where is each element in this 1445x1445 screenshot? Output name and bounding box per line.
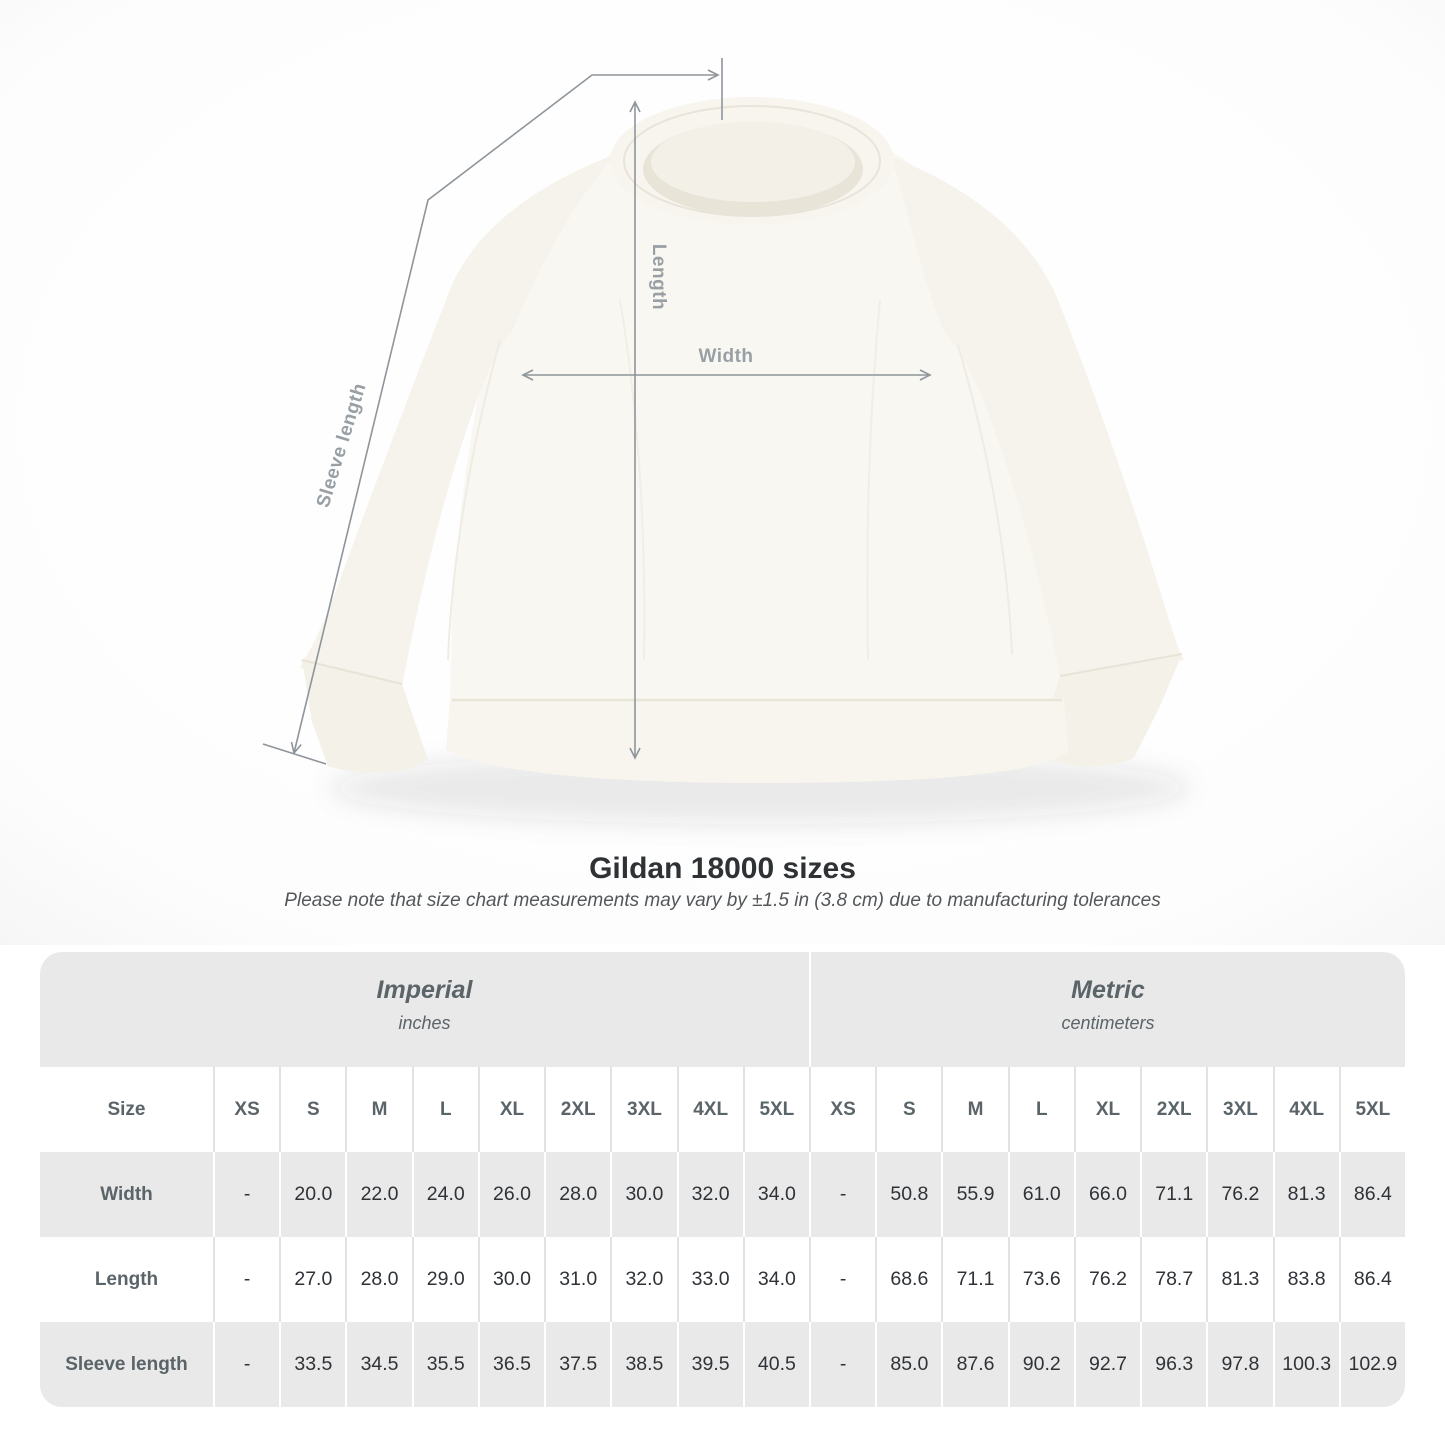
metric-value-cell: 85.0: [875, 1322, 942, 1407]
imperial-group-title: Imperial: [376, 975, 473, 1004]
imperial-size-header: L: [411, 1067, 478, 1152]
imperial-value-cell: 32.0: [610, 1237, 677, 1322]
imperial-value-cell: 31.0: [544, 1237, 611, 1322]
metric-value-cell: 86.4: [1338, 1152, 1405, 1237]
tolerance-note: Please note that size chart measurements…: [284, 890, 1161, 911]
metric-size-header: 2XL: [1140, 1067, 1207, 1152]
imperial-size-header: XS: [213, 1067, 280, 1152]
metric-value-cell: 102.9: [1338, 1322, 1405, 1407]
metric-value-cell: 83.8: [1272, 1237, 1339, 1322]
metric-value-cell: -: [808, 1152, 876, 1237]
metric-value-cell: 71.1: [941, 1237, 1008, 1322]
metric-value-cell: 87.6: [941, 1322, 1008, 1407]
metric-value-cell: 71.1: [1140, 1152, 1207, 1237]
imperial-value-cell: 34.0: [742, 1152, 809, 1237]
imperial-value-cell: 29.0: [411, 1237, 478, 1322]
imperial-value-cell: 40.5: [742, 1322, 809, 1407]
metric-value-cell: 92.7: [1073, 1322, 1141, 1407]
metric-value-cell: 90.2: [1007, 1322, 1074, 1407]
row-label: Length: [40, 1237, 213, 1322]
waistband: [446, 698, 1068, 783]
imperial-value-cell: 30.0: [610, 1152, 677, 1237]
metric-value-cell: 76.2: [1206, 1152, 1273, 1237]
cuff-tick-line: [262, 743, 327, 765]
metric-value-cell: 96.3: [1140, 1322, 1207, 1407]
imperial-value-cell: 33.5: [279, 1322, 346, 1407]
imperial-value-cell: 27.0: [279, 1237, 346, 1322]
metric-size-header: L: [1007, 1067, 1074, 1152]
imperial-value-cell: 34.0: [742, 1237, 809, 1322]
metric-size-header: 3XL: [1206, 1067, 1273, 1152]
metric-group-header: Metric centimeters: [808, 952, 1405, 1067]
metric-size-header: 5XL: [1338, 1067, 1405, 1152]
imperial-value-cell: 34.5: [345, 1322, 412, 1407]
right-cuff: [1036, 654, 1182, 767]
width-measure-label: Width: [698, 346, 753, 367]
row-label: Sleeve length: [40, 1322, 213, 1407]
imperial-size-header: 5XL: [742, 1067, 809, 1152]
metric-size-header: S: [875, 1067, 942, 1152]
row-label: Width: [40, 1152, 213, 1237]
imperial-value-cell: 20.0: [279, 1152, 346, 1237]
imperial-size-header: M: [345, 1067, 412, 1152]
size-column-header: Size: [40, 1067, 213, 1152]
metric-value-cell: 73.6: [1007, 1237, 1074, 1322]
metric-value-cell: 55.9: [941, 1152, 1008, 1237]
imperial-value-cell: 33.0: [676, 1237, 743, 1322]
metric-value-cell: -: [808, 1237, 876, 1322]
imperial-value-cell: -: [213, 1322, 280, 1407]
imperial-value-cell: 39.5: [676, 1322, 743, 1407]
metric-group-unit: centimeters: [1061, 1012, 1155, 1033]
shirt-right-sleeve: [890, 156, 1184, 678]
imperial-size-header: XL: [477, 1067, 545, 1152]
metric-value-cell: 86.4: [1338, 1237, 1405, 1322]
length-measure-label: Length: [648, 244, 669, 310]
metric-value-cell: 76.2: [1073, 1237, 1141, 1322]
metric-value-cell: 81.3: [1206, 1237, 1273, 1322]
metric-size-header: XL: [1073, 1067, 1141, 1152]
metric-size-header: XS: [808, 1067, 876, 1152]
imperial-value-cell: 24.0: [411, 1152, 478, 1237]
imperial-value-cell: 35.5: [411, 1322, 478, 1407]
imperial-size-header: S: [279, 1067, 346, 1152]
imperial-group-header: Imperial inches: [40, 952, 809, 1067]
page-title: Gildan 18000 sizes: [589, 852, 856, 885]
metric-size-header: M: [941, 1067, 1008, 1152]
metric-value-cell: 61.0: [1007, 1152, 1074, 1237]
metric-value-cell: 68.6: [875, 1237, 942, 1322]
imperial-size-header: 3XL: [610, 1067, 677, 1152]
imperial-value-cell: 38.5: [610, 1322, 677, 1407]
imperial-value-cell: 37.5: [544, 1322, 611, 1407]
imperial-value-cell: 32.0: [676, 1152, 743, 1237]
sleeve-length-arrow: [290, 69, 720, 755]
size-chart-table: Imperial inches Metric centimeters Size X…: [40, 952, 1405, 1407]
imperial-size-header: 4XL: [676, 1067, 743, 1152]
metric-value-cell: -: [808, 1322, 876, 1407]
metric-value-cell: 100.3: [1272, 1322, 1339, 1407]
metric-value-cell: 78.7: [1140, 1237, 1207, 1322]
imperial-value-cell: -: [213, 1237, 280, 1322]
metric-value-cell: 50.8: [875, 1152, 942, 1237]
imperial-value-cell: 30.0: [477, 1237, 545, 1322]
imperial-value-cell: 22.0: [345, 1152, 412, 1237]
metric-value-cell: 66.0: [1073, 1152, 1141, 1237]
metric-value-cell: 81.3: [1272, 1152, 1339, 1237]
metric-value-cell: 97.8: [1206, 1322, 1273, 1407]
metric-size-header: 4XL: [1272, 1067, 1339, 1152]
sweatshirt-diagram: Width Length Sleeve length: [0, 0, 1445, 945]
imperial-value-cell: 36.5: [477, 1322, 545, 1407]
imperial-value-cell: 28.0: [544, 1152, 611, 1237]
imperial-size-header: 2XL: [544, 1067, 611, 1152]
imperial-value-cell: 28.0: [345, 1237, 412, 1322]
metric-group-title: Metric: [1071, 975, 1145, 1004]
imperial-group-unit: inches: [398, 1012, 451, 1033]
imperial-value-cell: -: [213, 1152, 280, 1237]
imperial-value-cell: 26.0: [477, 1152, 545, 1237]
